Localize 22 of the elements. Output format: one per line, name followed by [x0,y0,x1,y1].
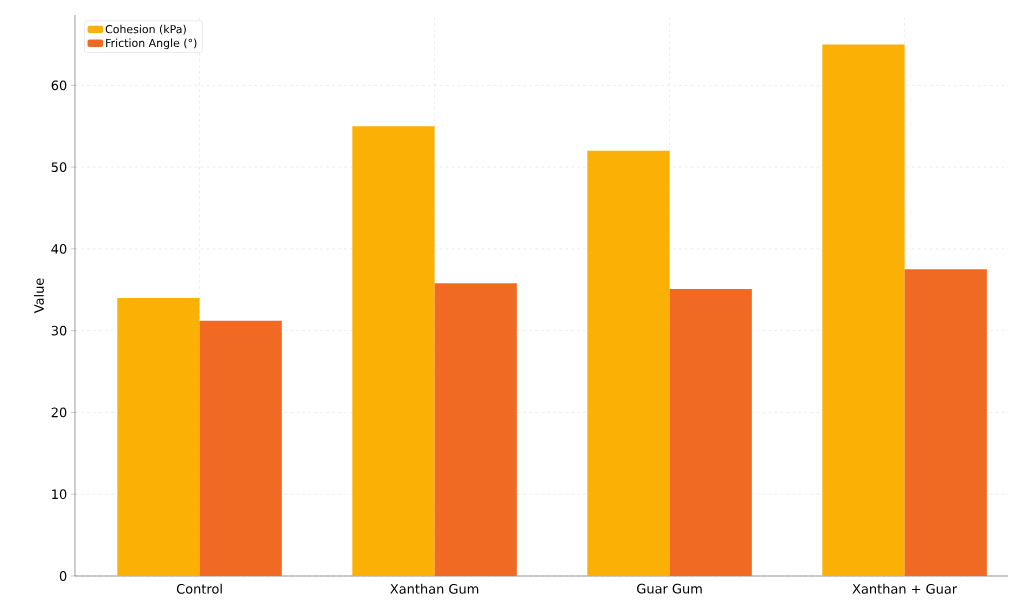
bar [822,44,905,576]
x-tick-label: Guar Gum [637,583,702,594]
x-tick-label: Control [176,583,222,594]
x-tick-label: Xanthan + Guar [852,583,958,594]
bar [352,126,435,576]
x-tick-label: Xanthan Gum [390,583,479,594]
bar [669,288,752,576]
bar [117,297,200,576]
bar [587,150,670,576]
bar [904,269,987,576]
bar [199,320,282,576]
y-tick-label: 60 [51,80,67,91]
y-tick-label: 50 [51,162,67,173]
y-tick-label: 30 [51,325,67,336]
y-tick-label: 0 [59,571,67,581]
legend-label: Friction Angle (°) [106,38,197,50]
y-tick-label: 40 [51,243,67,254]
bar [434,283,517,576]
y-tick-label: 20 [51,407,67,418]
legend-label: Cohesion (kPa) [105,24,186,35]
y-tick-label: 10 [52,489,67,500]
y-axis-title: Value [33,278,44,314]
